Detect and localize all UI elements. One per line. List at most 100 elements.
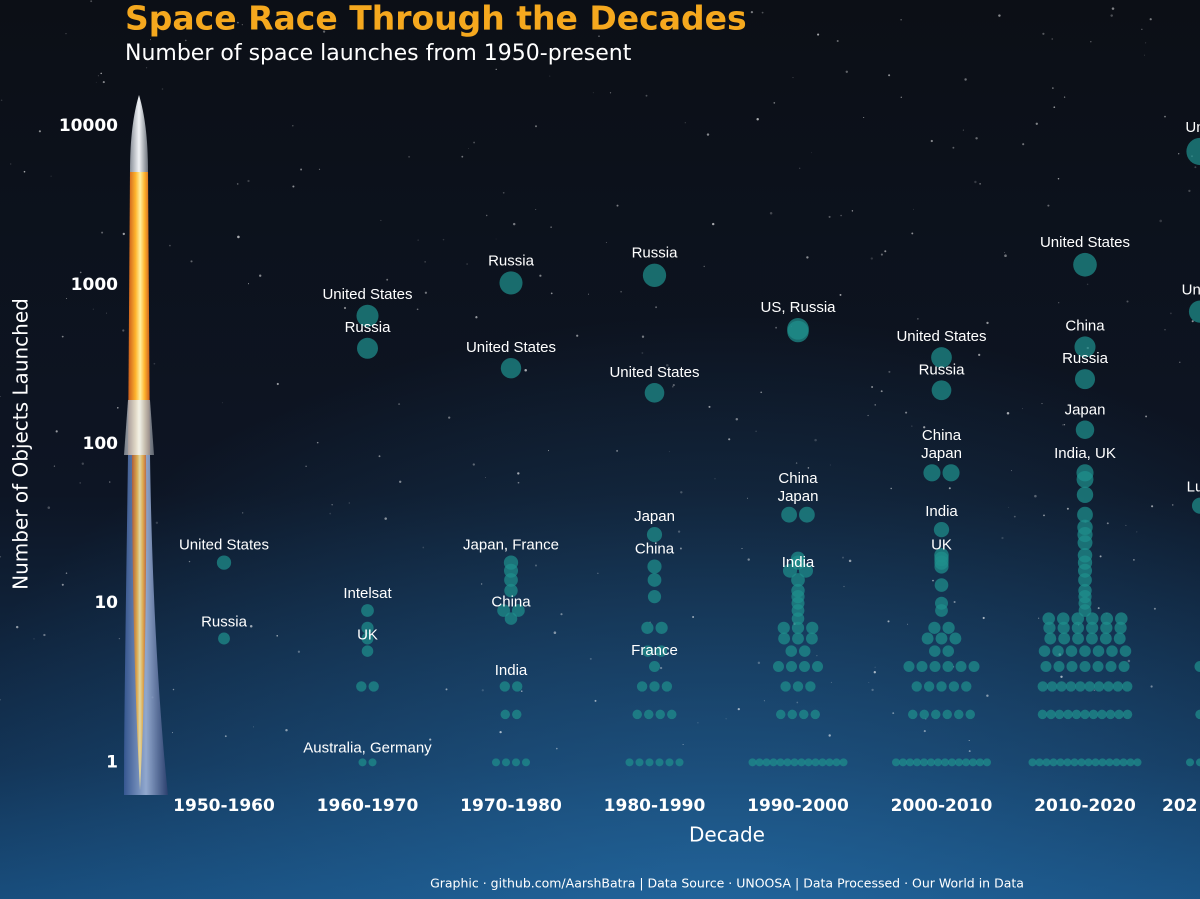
launch-point [1035,758,1044,767]
point-label: Un [1185,119,1200,136]
launch-point [1056,758,1065,767]
launch-point [635,758,644,767]
launch-point [1037,709,1048,720]
launch-point [818,758,827,767]
point-label: China [778,470,818,487]
point-label: China [1065,317,1105,334]
launch-point [1042,758,1051,767]
point-label: Australia, Germany [303,739,432,756]
launch-point [356,304,379,327]
launch-point [785,661,798,673]
launch-point [781,506,797,523]
launch-point [1086,632,1098,645]
launch-point [1112,758,1121,767]
launch-point [931,347,952,368]
launch-point [649,681,660,692]
point-label: Unit [1182,282,1200,299]
launch-point [942,645,954,657]
launch-point [1071,621,1084,634]
launch-point [1065,681,1077,692]
launch-point [1065,645,1078,657]
launch-point [805,681,816,692]
launch-point [1046,709,1056,720]
caption: Graphic · github.com/AarshBatra | Data S… [430,876,1024,891]
launch-point [923,464,941,482]
launch-point [504,573,518,587]
launch-point [1063,709,1073,720]
launch-point [934,559,949,574]
launch-point [356,337,379,359]
launch-point [1103,681,1114,692]
point-label: China [635,540,675,557]
launch-point [642,645,654,657]
launch-point [647,590,662,604]
launch-point [499,681,510,692]
launch-point [906,758,914,767]
launch-point [942,709,953,720]
launch-point [839,758,848,767]
x-tick-label: 1980-1990 [604,796,706,816]
launch-point [1038,645,1051,657]
launch-point [358,758,367,767]
launch-point [933,521,950,538]
launch-point [790,758,799,767]
point-label: Russia [488,252,535,269]
launch-point [791,573,805,587]
launch-point [625,758,634,767]
launch-point [522,758,530,767]
launch-point [772,661,784,673]
launch-point [1037,681,1048,692]
launch-point [1126,758,1135,767]
x-tick-label: 2010-2020 [1034,796,1136,816]
launch-point [927,758,935,767]
launch-point [1049,758,1058,767]
launch-point [961,681,972,692]
launch-point [1071,709,1082,720]
launch-point [216,555,232,570]
launch-point [655,621,668,634]
launch-point [797,758,806,767]
launch-point [1105,661,1117,673]
launch-point [930,709,941,720]
launch-point [805,632,818,645]
launch-point [942,621,955,634]
launch-point [792,681,804,692]
point-label: Japan [1065,402,1106,419]
launch-point [1188,300,1200,323]
launch-point [1194,661,1200,673]
point-label: United States [179,536,269,553]
launch-point [785,645,797,657]
launch-point [1040,661,1052,673]
point-label: India [782,554,815,571]
launch-point [780,681,791,692]
point-label: Russia [345,319,392,336]
launch-point [791,621,805,634]
launch-point [646,526,663,543]
launch-point [810,709,821,720]
launch-point [512,758,520,767]
launch-point [811,758,820,767]
launch-point [949,632,962,645]
launch-point [1186,137,1200,166]
launch-point [361,621,374,634]
launch-point [1115,612,1128,625]
point-label: Japan [634,508,675,525]
y-axis-title: Number of Objects Launched [9,298,33,590]
launch-point [1099,632,1112,645]
launch-point [934,758,942,767]
chart-subtitle: Number of space launches from 1950-prese… [125,41,632,66]
launch-point [512,709,522,720]
launch-point [1191,497,1200,514]
launch-point [356,681,367,692]
launch-point [916,661,928,673]
launch-point [504,612,518,625]
launch-point [832,758,841,767]
launch-point [1091,758,1100,767]
launch-point [655,645,667,657]
launch-point [1076,486,1094,504]
launch-point [1113,632,1126,645]
launch-point [1077,506,1093,523]
launch-point [934,578,949,592]
launch-point [1042,612,1055,625]
launch-point [655,758,664,767]
